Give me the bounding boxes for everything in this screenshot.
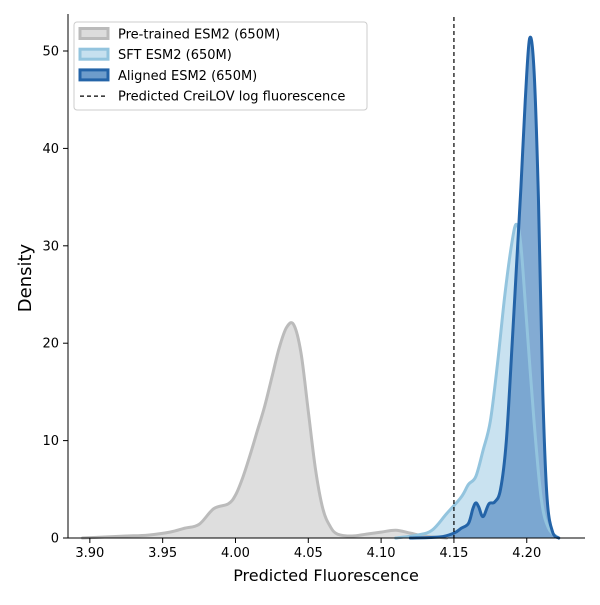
legend-label: SFT ESM2 (650M) (118, 48, 232, 63)
y-tick-label: 30 (42, 239, 59, 254)
y-tick-label: 50 (42, 45, 59, 60)
legend-swatch (78, 27, 110, 40)
series-line-sft-esm2-650m (394, 222, 561, 540)
x-tick-label: 3.95 (148, 546, 177, 561)
y-axis-title: Density (15, 243, 36, 312)
y-ticks: 0 10 20 30 40 50 (42, 45, 68, 547)
legend-label: Aligned ESM2 (650M) (118, 69, 257, 84)
legend-items: Pre-trained ESM2 (650M) SFT ESM2 (650M) Al… (78, 27, 345, 105)
legend-swatch (78, 47, 110, 61)
y-tick-label: 20 (42, 337, 59, 352)
series-area-pre-trained-esm2-650m (82, 322, 447, 538)
x-tick-label: 4.15 (439, 546, 468, 561)
y-tick-label: 40 (42, 142, 59, 157)
legend: Pre-trained ESM2 (650M) SFT ESM2 (650M) Al… (73, 21, 368, 111)
legend-label: Pre-trained ESM2 (650M) (118, 28, 280, 43)
series-lines (81, 35, 561, 540)
series-fills (82, 37, 559, 538)
x-tick-label: 4.00 (221, 546, 250, 561)
series-area-aligned-esm2-650m (410, 37, 559, 538)
x-tick-label: 4.05 (294, 546, 323, 561)
x-tick-label: 3.90 (75, 546, 104, 561)
series-line-aligned-esm2-650m (408, 35, 561, 540)
y-tick-label: 0 (51, 532, 59, 547)
x-ticks: 3.90 3.95 4.00 4.05 4.10 4.15 4.20 (75, 538, 541, 561)
series-line-pre-trained-esm2-650m (81, 321, 449, 540)
legend-frame (73, 21, 368, 111)
legend-swatch (78, 68, 110, 82)
x-tick-label: 4.10 (367, 546, 396, 561)
y-tick-label: 10 (42, 434, 59, 449)
x-tick-label: 4.20 (512, 546, 541, 561)
x-axis-title: Predicted Fluorescence (233, 566, 419, 585)
legend-label: Predicted CreiLOV log fluorescence (118, 90, 345, 105)
